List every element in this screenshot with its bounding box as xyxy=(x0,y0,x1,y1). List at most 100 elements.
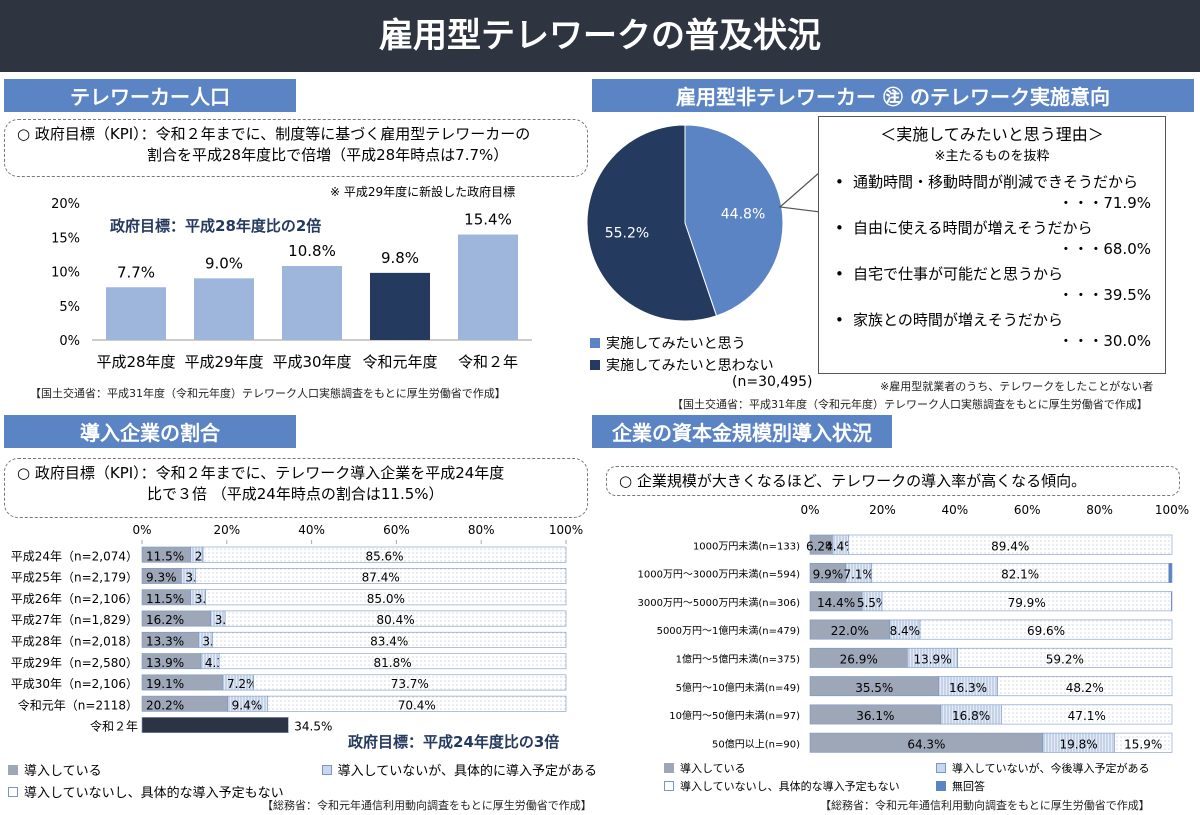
segment-value-label: 13.3% xyxy=(146,635,184,649)
section-heading-text: 企業の資本金規模別導入状況 xyxy=(612,421,872,445)
segment-value-label: 26.9% xyxy=(840,653,878,667)
y-tick-label: 15% xyxy=(51,231,80,246)
legend-swatch xyxy=(321,764,332,775)
stacked-segment xyxy=(1170,591,1173,612)
capital-stacked-bar-chart: 0% 20% 40% 60% 80% 100% 1000万円未満(n=133) 6.2%4.4… xyxy=(637,503,1189,753)
stacked-segment xyxy=(205,589,567,606)
x-tick-label: 40% xyxy=(941,503,968,517)
note-new-target: ※ 平成29年度に新設した政府目標 xyxy=(330,185,516,199)
stacked-segment xyxy=(1114,732,1173,753)
segment-value-label: 7.1% xyxy=(843,568,874,582)
stacked-segment xyxy=(997,676,1173,697)
segment-value-label: 13.9% xyxy=(913,653,951,667)
row-category-label: 5億円～10億円未満(n=49) xyxy=(676,681,800,694)
segment-value-label: 16.3% xyxy=(949,681,987,695)
bar xyxy=(458,234,518,340)
stacked-segment xyxy=(141,717,289,733)
segment-value-label: 19.1% xyxy=(146,677,184,691)
segment-value-label: 4.4% xyxy=(825,539,856,553)
x-category-label: 令和元年度 xyxy=(362,353,437,371)
segment-value-label: 11.5% xyxy=(146,592,184,606)
segment-value-label: 20.2% xyxy=(146,698,184,712)
legend-item-adopted: 導入している xyxy=(664,760,936,776)
row-category-label: 1000万円～3000万円未満(n=594) xyxy=(637,569,800,581)
legend-label: 導入している xyxy=(680,762,746,775)
stacked-segment xyxy=(253,674,567,691)
stacked-segment xyxy=(212,631,567,648)
chart4-legend: 導入している 導入していないが、今後導入予定がある 導入していないし、具体的な導… xyxy=(664,760,1149,794)
x-tick-label: 20% xyxy=(213,523,240,537)
segment-value-label: 9.3% xyxy=(146,571,177,585)
segment-value-label: 13.9% xyxy=(146,656,184,670)
row-category-label: 平成28年（n=2,018） xyxy=(11,635,138,649)
reason-pct: ・・・71.9% xyxy=(1058,194,1151,212)
legend-label: 導入していないし、具体的な導入予定もない xyxy=(680,780,900,793)
legend-swatch xyxy=(936,763,946,773)
legend-label: 導入していないし、具体的な導入予定もない xyxy=(24,786,284,801)
kpi-line-1: ○ 政府目標（KPI）：令和２年までに、制度等に基づく雇用型テレワーカーの xyxy=(17,125,531,143)
legend-label: 実施してみたいと思わない xyxy=(606,358,774,374)
x-tick-label: 60% xyxy=(1014,503,1041,517)
reasons-list: 通勤時間・移動時間が削減できそうだから・・・71.9% 自由に使える時間が増えそ… xyxy=(819,172,1165,352)
kpi-line-2: 割合を平成28年度比で倍増（平成28年時点は7.7%） xyxy=(147,146,509,164)
segment-value-label: 14.4% xyxy=(817,596,855,610)
legend-swatch xyxy=(8,764,18,775)
bar-value-label: 10.8% xyxy=(288,242,336,260)
segment-value-label: 85.0% xyxy=(367,592,405,606)
reason-text: 自由に使える時間が増えそうだから xyxy=(853,219,1093,237)
section-heading-capital-size: 企業の資本金規模別導入状況 xyxy=(592,415,892,448)
stacked-segment xyxy=(1168,562,1173,583)
pie-legend-item-no: 実施してみたいと思わない xyxy=(590,355,774,375)
y-tick-label: 0% xyxy=(59,334,80,349)
x-tick-label: 100% xyxy=(549,523,583,537)
kpi-line-2: 比で３倍 （平成24年時点の割合は11.5%） xyxy=(147,485,444,503)
segment-value-label: 11.5% xyxy=(146,549,184,563)
segment-value-label: 5.5% xyxy=(857,596,888,610)
x-category-label: 平成30年度 xyxy=(272,353,351,371)
segment-value-label: 73.7% xyxy=(391,677,429,691)
stacked-segment xyxy=(1001,704,1173,725)
reason-item: 通勤時間・移動時間が削減できそうだから・・・71.9% xyxy=(829,172,1155,214)
bar xyxy=(106,287,166,340)
row-category-label: 平成30年（n=2,106） xyxy=(11,677,138,691)
reason-item: 自由に使える時間が増えそうだから・・・68.0% xyxy=(829,218,1155,260)
source-s3: 【総務省：令和元年通信利用動向調査をもとに厚生労働省で作成】 xyxy=(262,799,592,812)
reason-text: 自宅で仕事が可能だと思うから xyxy=(853,265,1064,283)
reasons-subtitle: ※主たるものを抜粋 xyxy=(934,149,1050,164)
kpi-line-1: ○ 政府目標（KPI）：令和２年までに、テレワーク導入企業を平成24年度 xyxy=(17,464,505,482)
row-category-label: 50億円以上(n=90) xyxy=(712,737,800,750)
row-category-label: 平成25年（n=2,179） xyxy=(11,571,138,585)
reason-item: 自宅で仕事が可能だと思うから・・・39.5% xyxy=(829,264,1155,306)
source-s4: 【総務省：令和元年通信利用動向調査をもとに厚生労働省で作成】 xyxy=(820,799,1150,812)
segment-value-label: 35.5% xyxy=(855,681,893,695)
segment-value-label: 8.4% xyxy=(890,624,921,638)
segment-value-label: 80.4% xyxy=(376,613,414,627)
legend-item-adopted: 導入している xyxy=(8,760,102,779)
pie-slice-label: 44.8% xyxy=(721,206,765,222)
pie-n-label: (n=30,495) xyxy=(732,374,813,390)
bar-value-label: 9.8% xyxy=(381,249,419,267)
row-category-label: 平成29年（n=2,580） xyxy=(11,656,138,670)
x-category-label: 平成29年度 xyxy=(184,353,263,371)
segment-value-label: 7.2% xyxy=(227,677,258,691)
segment-value-label: 64.3% xyxy=(907,737,945,751)
adoption-stacked-bar-chart: 0%20%40%60%80%100%平成24年（n=2,074）11.5%2.9… xyxy=(11,523,583,734)
segment-value-label: 81.8% xyxy=(374,656,412,670)
x-tick-label: 100% xyxy=(1155,503,1189,517)
legend-label: 実施してみたいと思う xyxy=(606,336,746,352)
reason-text: 通勤時間・移動時間が削減できそうだから xyxy=(853,173,1139,191)
kpi-box-teleworker: ○ 政府目標（KPI）：令和２年までに、制度等に基づく雇用型テレワーカーの 割合… xyxy=(4,119,588,177)
segment-value-label: 70.4% xyxy=(398,698,436,712)
pie-legend-item-yes: 実施してみたいと思う xyxy=(590,333,774,353)
y-tick-label: 10% xyxy=(51,266,80,281)
legend-label: 導入していないが、今後導入予定がある xyxy=(952,762,1150,775)
legend-item-planned: 導入していないが、今後導入予定がある xyxy=(936,760,1149,776)
segment-value-label: 48.2% xyxy=(1066,681,1104,695)
segment-value-label: 34.5% xyxy=(294,720,332,734)
segment-value-label: 9.4% xyxy=(232,698,263,712)
section-heading-text: 雇用型非テレワーカー ㊟ のテレワーク実施意向 xyxy=(676,85,1110,109)
legend-label: 導入していないが、具体的に導入予定がある xyxy=(337,764,597,779)
bar xyxy=(370,272,430,340)
y-tick-label: 20% xyxy=(51,197,80,212)
reason-text: 家族との時間が増えそうだから xyxy=(853,311,1063,329)
